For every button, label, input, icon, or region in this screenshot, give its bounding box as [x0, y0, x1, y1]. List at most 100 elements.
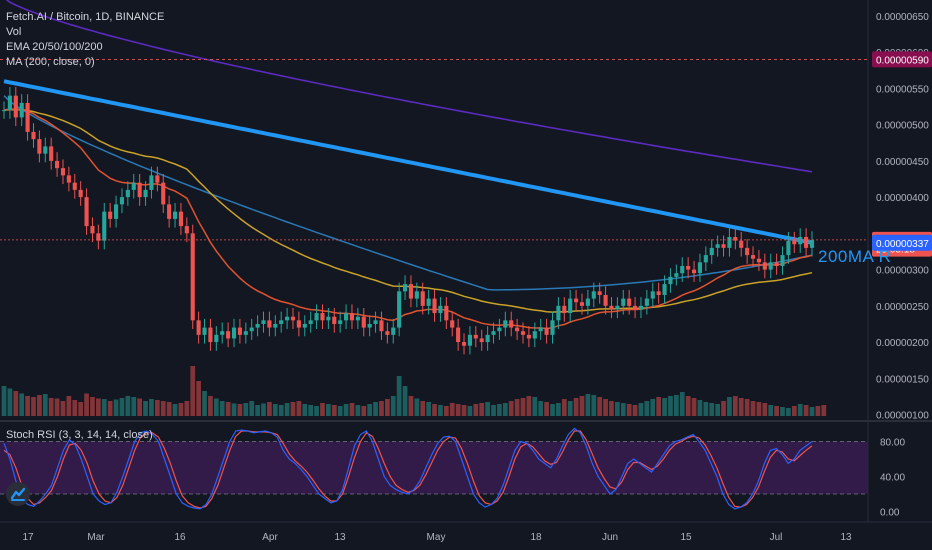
candle-body: [25, 102, 30, 132]
candle-body: [320, 313, 325, 321]
volume-bar: [644, 401, 650, 416]
volume-bar: [154, 400, 160, 416]
volume-bar: [497, 404, 502, 416]
candle-body: [739, 240, 744, 248]
candle-body: [432, 298, 437, 314]
candle-body: [149, 175, 154, 190]
volume-bar: [42, 394, 48, 416]
volume-bar: [379, 401, 384, 416]
candle-body: [479, 338, 484, 343]
volume-bar: [166, 402, 172, 416]
candle-body: [780, 255, 785, 266]
candle-body: [568, 298, 573, 314]
volume-bar: [78, 402, 84, 416]
volume-bar: [750, 401, 756, 416]
stoch-k-line: [3, 427, 813, 510]
indicator-ma[interactable]: MA (200, close, 0): [6, 56, 95, 68]
candle-body: [591, 291, 596, 299]
volume-bar: [31, 397, 36, 416]
candle-body: [196, 320, 201, 335]
volume-bar: [237, 404, 243, 416]
volume-bar: [367, 404, 373, 416]
price-label: 0.00000590: [876, 55, 929, 66]
volume-bar: [249, 401, 255, 416]
volume-bar: [402, 386, 408, 416]
candle-body: [515, 327, 520, 332]
candle-body: [332, 316, 337, 324]
volume-bar: [255, 405, 260, 416]
candle-body: [279, 320, 284, 324]
candle-body: [202, 327, 207, 335]
candle-body: [96, 233, 101, 241]
candle-body: [172, 211, 178, 219]
volume-bar: [609, 401, 614, 416]
ema100-line: [3, 95, 813, 291]
candle-body: [497, 327, 502, 332]
indicator-vol[interactable]: Vol: [6, 26, 22, 38]
volume-bar: [184, 401, 190, 416]
volume-bar: [125, 396, 131, 416]
time-tick-label: 13: [840, 532, 852, 543]
time-tick-label: Mar: [87, 532, 105, 543]
candle-body: [208, 327, 213, 343]
candle-body: [562, 305, 567, 314]
volume-bar: [791, 406, 797, 416]
candle-body: [456, 327, 461, 343]
volume-bar: [567, 401, 573, 416]
candle-body: [84, 197, 89, 227]
candle-body: [379, 320, 384, 332]
volume-bar: [213, 398, 219, 416]
volume-bar: [384, 399, 390, 416]
candle-body: [538, 327, 543, 332]
candle-body: [579, 302, 585, 306]
volume-bar: [485, 402, 490, 416]
stoch-tick-label: 80.00: [880, 438, 905, 449]
candle-body: [302, 323, 307, 328]
candle-body: [190, 233, 195, 321]
candle-body: [178, 211, 183, 227]
candle-body: [349, 313, 355, 321]
volume-bar: [72, 400, 78, 416]
time-tick-label: Jun: [602, 532, 618, 543]
symbol-title[interactable]: Fetch.AI / Bitcoin, 1D, BINANCE: [6, 11, 165, 23]
volume-bar: [190, 366, 196, 416]
stoch-rsi-legend[interactable]: Stoch RSI (3, 3, 14, 14, close): [6, 429, 153, 441]
volume-bar: [679, 392, 685, 416]
price-tick-label: 0.00000300: [876, 266, 929, 277]
volume-bar: [414, 398, 420, 416]
candle-body: [544, 327, 549, 335]
volume-bar: [267, 402, 272, 416]
candle-body: [90, 226, 95, 234]
candle-body: [668, 276, 673, 285]
volume-bar: [668, 396, 673, 416]
tradingview-logo-icon[interactable]: [6, 482, 30, 506]
volume-bar: [561, 399, 567, 416]
volume-bar: [727, 397, 732, 416]
volume-bar: [573, 398, 579, 416]
indicator-ema[interactable]: EMA 20/50/100/200: [6, 41, 103, 53]
volume-bar: [96, 398, 101, 416]
volume-bar: [84, 393, 89, 416]
candle-body: [762, 262, 767, 270]
candle-body: [361, 316, 366, 328]
volume-bar: [408, 396, 414, 416]
time-tick-label: Apr: [262, 532, 278, 543]
candle-body: [414, 291, 419, 299]
volume-bar: [768, 405, 774, 416]
candle-body: [373, 320, 378, 324]
price-tick-label: 0.00000150: [876, 374, 929, 385]
volume-bar: [821, 405, 827, 416]
time-tick-label: 18: [530, 532, 542, 543]
price-label-box: [872, 51, 932, 68]
volume-bar: [632, 405, 638, 416]
stoch-tick-label: 40.00: [880, 473, 905, 484]
candle-body: [721, 244, 726, 248]
volume-bar: [650, 399, 656, 416]
candle-body: [161, 182, 166, 205]
volume-bar: [272, 404, 278, 416]
candle-body: [585, 298, 590, 306]
stoch-d-line: [3, 430, 813, 509]
candle-body: [31, 131, 36, 140]
volume-bar: [685, 396, 691, 416]
